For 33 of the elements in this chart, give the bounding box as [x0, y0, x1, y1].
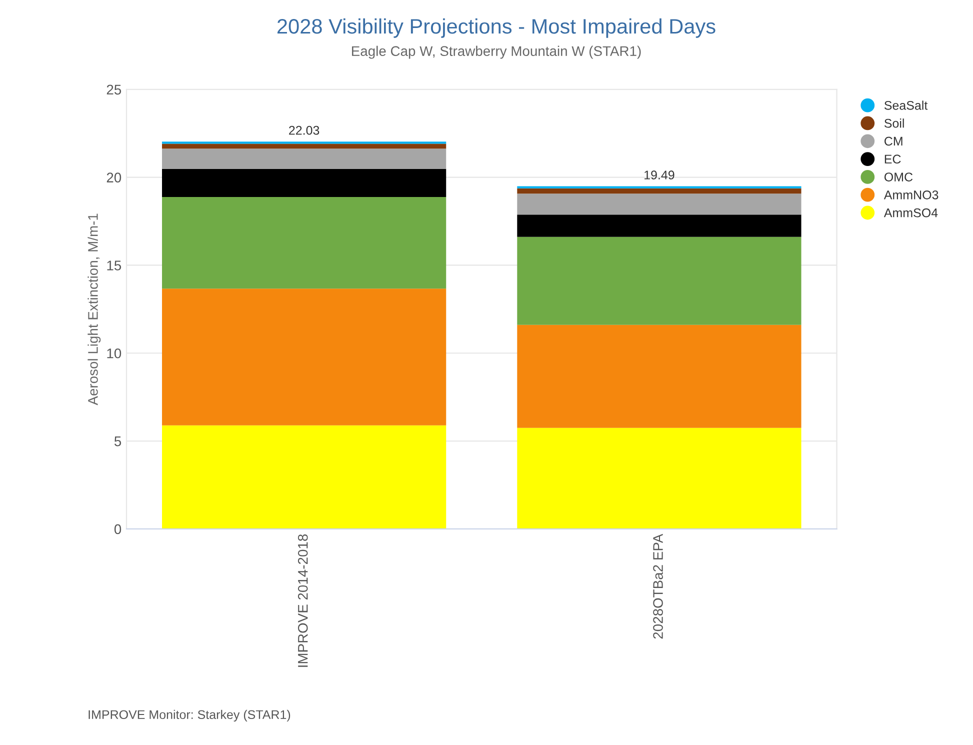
y-tick-label: 10	[107, 348, 122, 358]
legend-label: EC	[884, 154, 901, 164]
chart-title: 2028 Visibility Projections - Most Impaired Days	[277, 18, 716, 38]
bar	[517, 324, 802, 428]
y-tick-label: 0	[114, 524, 122, 534]
x-tick-label: IMPROVE 2014-2018	[298, 534, 308, 667]
legend-label: SeaSalt	[884, 100, 928, 110]
total-label: 19.49	[644, 170, 674, 180]
y-tick-label: 20	[106, 172, 122, 182]
bar	[517, 214, 802, 237]
y-tick-label: 25	[106, 84, 122, 95]
bar	[162, 288, 446, 426]
y-tick-label: 15	[107, 260, 122, 270]
text: IMPROVE Monitor: Starkey (STAR1)	[88, 710, 290, 722]
legend-label: AmmSO4	[884, 208, 938, 218]
bar	[162, 425, 446, 529]
bar	[162, 148, 446, 170]
total-label: 22.03	[289, 126, 320, 135]
legend-label: Soil	[884, 118, 904, 128]
legend-label: OMC	[884, 172, 913, 182]
x-tick-label: 2028OTBa2 EPA	[653, 534, 663, 639]
bar	[162, 169, 446, 197]
bar	[517, 188, 802, 194]
bar	[162, 144, 446, 149]
y-tick-label: 5	[114, 436, 122, 446]
bar	[517, 236, 802, 325]
bar	[162, 197, 446, 289]
bar	[517, 428, 802, 529]
legend-label: CM	[884, 136, 902, 146]
chart-subtitle: Eagle Cap W, Strawberry Mountain W (STAR1)	[352, 46, 641, 59]
y-axis-title: Aerosol Light Extinction, M/m-1	[88, 214, 101, 406]
bar	[517, 194, 802, 215]
legend-label: AmmNO3	[884, 190, 938, 200]
